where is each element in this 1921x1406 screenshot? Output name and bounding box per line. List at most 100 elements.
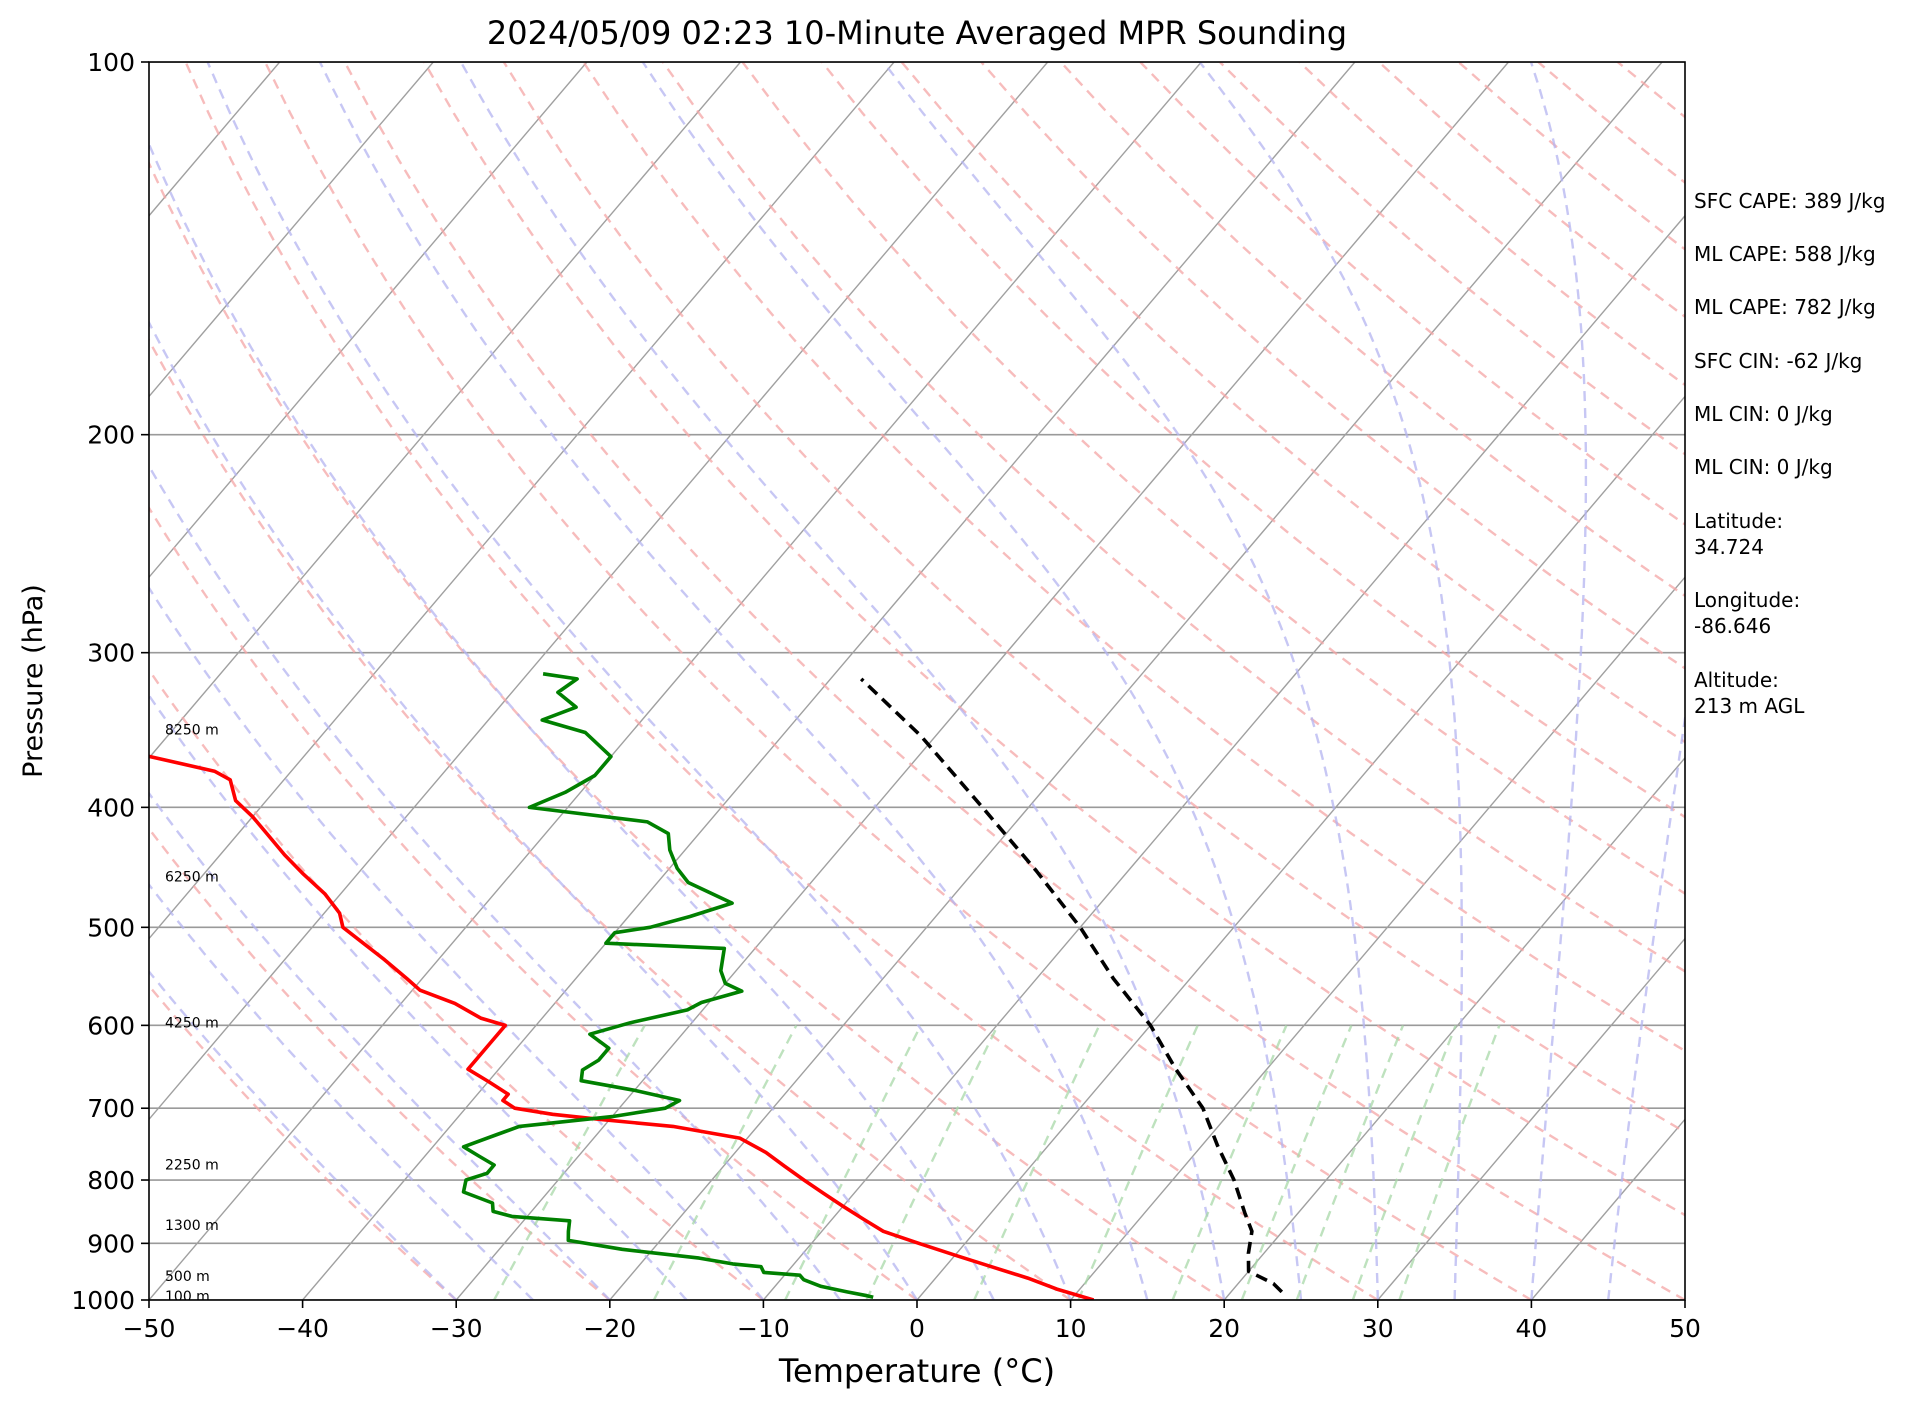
sounding-series	[149, 672, 1284, 1300]
isotherm-line	[1070, 576, 1685, 1300]
height-label: 6250 m	[165, 870, 219, 886]
height-labels: 8250 m 6250 m 4250 m 2250 m 1300 m 500 m 100 m	[165, 722, 219, 1305]
stat-sfc-cin: SFC CIN: -62 J/kg	[1694, 349, 1863, 373]
dry-adiabat	[184, 62, 1379, 1300]
dry-adiabat	[900, 62, 1685, 744]
isotherm-line	[1223, 756, 1685, 1300]
x-tick-label: −30	[430, 1314, 483, 1343]
x-tick-label: 10	[1055, 1314, 1087, 1343]
stat-ml-cin-2: ML CIN: 0 J/kg	[1694, 455, 1833, 479]
isotherm-line	[149, 62, 742, 759]
x-tick-label: −10	[737, 1314, 790, 1343]
stat-ml-cape: ML CAPE: 588 J/kg	[1694, 242, 1876, 266]
moist-adiabat	[1529, 62, 1588, 1300]
stat-latitude: Latitude: 34.724	[1694, 509, 1784, 559]
moist-adiabat	[882, 62, 1379, 1300]
y-tick-label: 100	[87, 48, 135, 77]
isotherm-line	[1377, 937, 1685, 1300]
isotherm-line	[149, 62, 895, 940]
dry-adiabats	[149, 62, 1685, 1300]
parcel-profile	[859, 677, 1284, 1294]
mixing-ratio-line	[493, 1024, 646, 1300]
dry-adiabat	[149, 160, 1225, 1300]
moist-adiabat	[149, 320, 919, 1300]
x-tick-label: 30	[1362, 1314, 1394, 1343]
isotherm-line	[762, 214, 1685, 1300]
isotherm-line	[149, 62, 434, 398]
isotherm-line	[916, 395, 1685, 1300]
moist-adiabats	[149, 62, 1685, 1300]
moist-adiabat	[149, 463, 842, 1300]
mixing-ratio-line	[1171, 1024, 1288, 1300]
mixing-ratio-lines	[493, 1024, 1501, 1300]
x-axis-label: Temperature (°C)	[778, 1352, 1055, 1390]
dry-adiabat	[264, 62, 1533, 1300]
y-axis-label: Pressure (hPa)	[18, 584, 49, 778]
isotherm-line	[609, 62, 1663, 1300]
isotherm-line	[149, 62, 1202, 1300]
mixing-ratio-line	[1295, 1024, 1405, 1300]
y-tick-label: 400	[87, 793, 135, 822]
stat-sfc-cape: SFC CAPE: 389 J/kg	[1694, 189, 1886, 213]
y-tick-label: 800	[87, 1166, 135, 1195]
isotherm-line	[149, 62, 1049, 1121]
temperature-profile	[149, 754, 1095, 1300]
mixing-ratio-line	[652, 1024, 798, 1300]
height-label: 4250 m	[165, 1016, 219, 1032]
moist-adiabat	[1607, 710, 1685, 1300]
y-tick-label: 900	[87, 1229, 135, 1258]
dry-adiabat	[149, 826, 611, 1300]
x-tick-label: −50	[123, 1314, 176, 1343]
y-tick-label: 500	[87, 913, 135, 942]
dry-adiabat	[149, 505, 918, 1300]
dewpoint-profile	[461, 672, 874, 1300]
moist-adiabat	[206, 62, 1072, 1300]
x-tick-label: −40	[276, 1314, 329, 1343]
moist-adiabat	[641, 62, 1303, 1300]
dry-adiabat	[343, 62, 1685, 1300]
y-tick-label: 200	[87, 421, 135, 450]
x-tick-label: 50	[1669, 1314, 1701, 1343]
mixing-ratio-line	[1398, 1024, 1501, 1300]
moist-adiabat	[149, 882, 534, 1300]
mixing-ratio-line	[865, 1024, 999, 1300]
dry-adiabat	[423, 62, 1685, 1217]
height-label: 2250 m	[165, 1157, 219, 1173]
y-tick-label: 700	[87, 1094, 135, 1123]
isotherms	[149, 62, 1685, 1300]
mixing-ratio-line	[1077, 1024, 1199, 1300]
mixing-ratio-line	[1240, 1024, 1353, 1300]
height-label: 8250 m	[165, 722, 219, 738]
moist-adiabat	[149, 791, 611, 1300]
moist-adiabat	[149, 693, 688, 1300]
dry-adiabat	[149, 667, 765, 1300]
isotherm-line	[455, 62, 1510, 1300]
moist-adiabat	[1198, 62, 1464, 1300]
height-label: 100 m	[165, 1289, 210, 1305]
dry-adiabat	[741, 62, 1685, 895]
moist-adiabat	[459, 62, 1226, 1300]
moist-adiabat	[318, 62, 1149, 1300]
mixing-ratio-line	[1351, 1024, 1457, 1300]
y-tick-label: 1000	[71, 1286, 135, 1315]
y-tick-label: 300	[87, 639, 135, 668]
stat-ml-cape-2: ML CAPE: 782 J/kg	[1694, 295, 1876, 319]
x-tick-label: 0	[909, 1314, 925, 1343]
isotherm-line	[302, 62, 1356, 1300]
mixing-ratio-line	[973, 1024, 1101, 1300]
dry-adiabat	[582, 62, 1685, 1053]
chart-title: 2024/05/09 02:23 10-Minute Averaged MPR …	[487, 14, 1347, 52]
x-tick-label: 40	[1515, 1314, 1547, 1343]
dry-adiabat	[149, 337, 1072, 1300]
stat-longitude: Longitude: -86.646	[1694, 588, 1801, 638]
x-tick-label: −20	[583, 1314, 636, 1343]
isotherm-line	[149, 62, 588, 579]
dry-adiabat	[980, 62, 1685, 670]
axis-ticks: −50 −40 −30 −20 −10 0 10 20 30 40 50 100 200 300 400 50…	[71, 48, 1701, 1343]
stat-ml-cin: ML CIN: 0 J/kg	[1694, 402, 1833, 426]
moist-adiabat	[149, 969, 458, 1300]
moist-adiabat	[149, 141, 995, 1300]
mixing-ratio-line	[784, 1024, 922, 1300]
stat-altitude: Altitude: 213 m AGL	[1694, 668, 1805, 718]
